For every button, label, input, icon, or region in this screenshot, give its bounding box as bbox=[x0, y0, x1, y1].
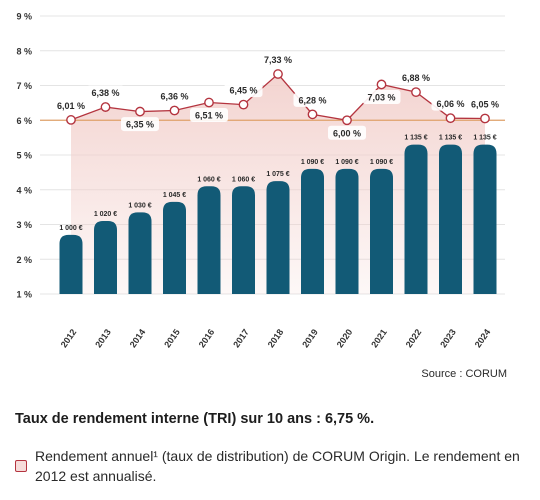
bar-value-label: 1 060 € bbox=[232, 176, 255, 183]
line-point bbox=[238, 99, 249, 110]
y-tick-label: 8 % bbox=[16, 46, 32, 56]
legend-label: Rendement annuel¹ (taux de distribution)… bbox=[35, 448, 520, 484]
y-tick-label: 2 % bbox=[16, 255, 32, 265]
point-label-bg bbox=[293, 92, 332, 107]
bar bbox=[266, 181, 290, 294]
point-value-label: 6,36 % bbox=[160, 92, 188, 102]
point-value-label: 6,00 % bbox=[333, 128, 361, 138]
line-point bbox=[376, 79, 387, 90]
point-value-label: 6,28 % bbox=[298, 95, 326, 105]
point-value-label: 6,88 % bbox=[402, 73, 430, 83]
bar-value-label: 1 020 € bbox=[94, 211, 117, 218]
point-value-label: 6,38 % bbox=[91, 88, 119, 98]
point-label-bg bbox=[155, 89, 194, 104]
bar-value-label: 1 060 € bbox=[197, 176, 220, 183]
y-tick-label: 9 % bbox=[16, 12, 32, 22]
line-point bbox=[480, 113, 490, 124]
point-label-bg bbox=[121, 117, 159, 132]
line-point bbox=[66, 115, 76, 125]
bar-value-label: 1 090 € bbox=[301, 159, 324, 166]
bar bbox=[473, 144, 497, 294]
x-tick-label: 2018 bbox=[266, 327, 286, 349]
bar bbox=[232, 186, 255, 294]
point-value-label: 7,33 % bbox=[264, 55, 292, 65]
x-tick-label: 2021 bbox=[369, 327, 389, 349]
line-point bbox=[445, 113, 456, 124]
x-tick-label: 2020 bbox=[335, 327, 355, 349]
bar bbox=[370, 168, 393, 294]
bar bbox=[94, 221, 117, 294]
y-tick-label: 1 % bbox=[16, 290, 32, 300]
x-tick-label: 2016 bbox=[197, 327, 217, 349]
bar-value-label: 1 030 € bbox=[128, 202, 151, 209]
bar-value-label: 1 135 € bbox=[404, 135, 427, 142]
point-value-label: 6,06 % bbox=[436, 99, 464, 109]
bar-value-label: 1 135 € bbox=[473, 135, 496, 142]
x-tick-label: 2012 bbox=[59, 327, 79, 349]
x-tick-label: 2013 bbox=[93, 327, 113, 349]
point-value-label: 6,45 % bbox=[229, 86, 257, 96]
bar-value-label: 1 090 € bbox=[335, 159, 358, 166]
x-tick-label: 2017 bbox=[231, 327, 251, 349]
tri-heading: Taux de rendement interne (TRI) sur 10 a… bbox=[15, 411, 375, 427]
bar bbox=[404, 144, 428, 294]
x-tick-label: 2015 bbox=[162, 327, 182, 349]
line-point bbox=[411, 87, 421, 98]
point-label-bg bbox=[86, 85, 125, 100]
line-point bbox=[135, 106, 145, 117]
bar bbox=[335, 168, 359, 294]
bar bbox=[439, 144, 462, 294]
point-value-label: 7,03 % bbox=[367, 92, 395, 102]
point-value-label: 6,01 % bbox=[57, 101, 85, 111]
line-point bbox=[273, 69, 283, 79]
x-tick-label: 2014 bbox=[128, 327, 148, 349]
line-point bbox=[100, 102, 111, 112]
bar-value-label: 1 135 € bbox=[439, 135, 462, 142]
point-label-bg bbox=[52, 98, 90, 113]
point-label-bg bbox=[328, 125, 366, 140]
bar bbox=[197, 186, 221, 294]
point-label-bg bbox=[190, 108, 228, 123]
x-tick-label: 2019 bbox=[300, 327, 320, 349]
y-tick-label: 5 % bbox=[16, 151, 32, 161]
line-point bbox=[169, 105, 180, 116]
bar bbox=[59, 234, 83, 294]
bar-value-label: 1 090 € bbox=[370, 159, 393, 166]
point-value-label: 6,35 % bbox=[126, 120, 154, 130]
point-label-bg bbox=[362, 89, 401, 104]
bar bbox=[128, 212, 152, 294]
bar bbox=[301, 168, 324, 294]
bar-value-label: 1 075 € bbox=[266, 171, 289, 178]
point-label-bg bbox=[259, 52, 297, 67]
point-value-label: 6,05 % bbox=[471, 100, 499, 110]
legend-swatch bbox=[15, 460, 27, 472]
y-tick-label: 6 % bbox=[16, 116, 32, 126]
point-label-bg bbox=[466, 97, 504, 112]
x-tick-label: 2024 bbox=[473, 327, 493, 349]
y-tick-label: 4 % bbox=[16, 185, 32, 195]
x-tick-label: 2023 bbox=[438, 327, 458, 349]
point-label-bg bbox=[224, 83, 263, 98]
y-tick-label: 7 % bbox=[16, 81, 32, 91]
line-point bbox=[342, 115, 352, 126]
y-tick-label: 3 % bbox=[16, 220, 32, 230]
x-tick-label: 2022 bbox=[404, 327, 424, 349]
source-label: Source : CORUM bbox=[421, 368, 507, 380]
bar bbox=[163, 201, 186, 294]
bar-value-label: 1 000 € bbox=[59, 225, 82, 232]
chart: 1 000 € 1 020 € 1 030 € 1 045 € 1 060 € 1 060… bbox=[16, 12, 505, 349]
line-point bbox=[204, 97, 214, 108]
point-value-label: 6,51 % bbox=[195, 111, 223, 121]
bar-value-label: 1 045 € bbox=[163, 192, 186, 199]
point-label-bg bbox=[397, 70, 435, 85]
point-label-bg bbox=[431, 96, 470, 111]
line-point bbox=[307, 109, 318, 120]
legend: Rendement annuel¹ (taux de distribution)… bbox=[15, 446, 525, 486]
